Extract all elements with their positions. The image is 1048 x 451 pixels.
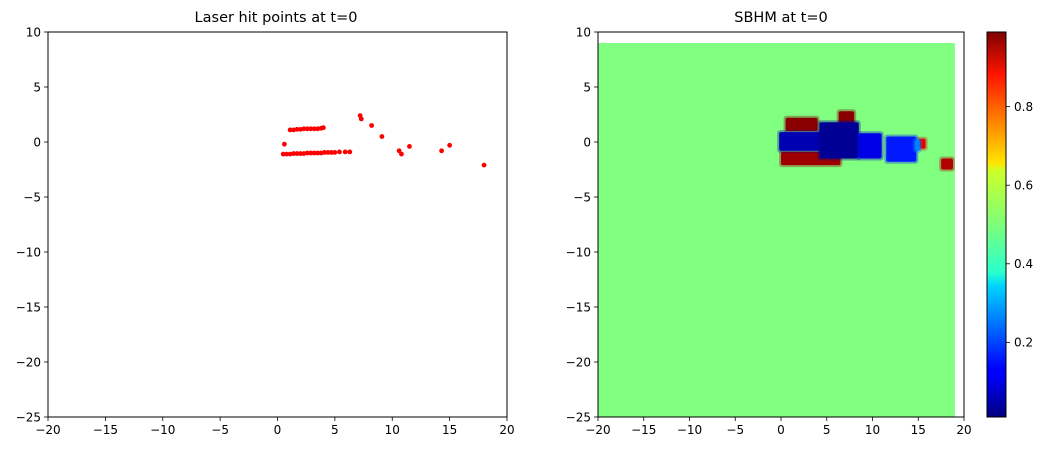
sbhm-plot-x-tick-label: −15 (631, 423, 656, 437)
laser-plot-x-tick-label: 20 (499, 423, 514, 437)
laser-hit-point (332, 150, 338, 155)
laser-plot-x-tick-label: −5 (211, 423, 229, 437)
laser-hit-point (399, 151, 404, 157)
laser-plot-y-tick-label: −25 (16, 410, 41, 424)
sbhm-plot-x-tick-label: −10 (677, 423, 702, 437)
laser-plot-x-tick-label: 10 (385, 423, 400, 437)
laser-hit-point (325, 150, 331, 155)
laser-plot-y-tick-label: 10 (26, 25, 41, 39)
laser-hit-point (439, 148, 444, 154)
laser-plot-x-tick-label: 5 (331, 423, 339, 437)
laser-hit-point (322, 150, 327, 155)
laser-hit-point (311, 126, 317, 132)
sbhm-region (819, 122, 859, 159)
laser-plot-y-tick-label: 5 (33, 80, 41, 94)
colorbar-gradient (986, 31, 1007, 418)
laser-hit-points-plot: Laser hit points at t=0 −20 −15 −10 −5 0 5 10 1… (16, 10, 515, 437)
laser-hit-point (342, 149, 348, 155)
laser-hit-point (407, 144, 412, 149)
laser-hit-point (291, 151, 296, 156)
laser-plot-y-tick-label: −10 (16, 245, 41, 259)
sbhm-plot-x-tick-label: 10 (865, 423, 880, 437)
colorbar-ticks: 0.2 0.4 0.6 0.8 (1006, 100, 1033, 350)
laser-hit-point (298, 151, 303, 156)
laser-hit-point (337, 149, 342, 155)
sbhm-plot: SBHM at t=0 −20 −15 −10 −5 0 5 10 15 20 10 5 0 −5 −10… (566, 10, 972, 437)
sbhm-plot-y-tick-label: −20 (566, 355, 591, 369)
laser-plot-y-tick-label: −20 (16, 355, 41, 369)
colorbar-tick-label: 0.6 (1014, 179, 1033, 193)
sbhm-heatmap (598, 43, 956, 417)
sbhm-background-cells (598, 43, 955, 417)
colorbar-tick-label: 0.4 (1014, 257, 1033, 271)
sbhm-region (858, 133, 882, 159)
laser-hit-point (280, 151, 286, 157)
sbhm-plot-y-tick-label: −25 (566, 410, 591, 424)
laser-hit-point (301, 126, 307, 132)
laser-hit-point (294, 126, 300, 132)
sbhm-region (914, 139, 921, 151)
sbhm-region (779, 132, 823, 151)
sbhm-plot-x-tick-label: 20 (956, 423, 971, 437)
sbhm-region (941, 158, 954, 170)
laser-hit-point (287, 127, 293, 133)
sbhm-plot-y-tick-label: −5 (573, 190, 591, 204)
sbhm-plot-y-tick-label: −10 (566, 245, 591, 259)
sbhm-region (886, 136, 917, 162)
laser-plot-x-tick-label: 15 (442, 423, 457, 437)
laser-plot-x-tick-label: −15 (93, 423, 118, 437)
laser-hit-point (379, 134, 385, 139)
laser-hit-point (311, 150, 317, 156)
laser-plot-y-tick-label: −5 (23, 190, 41, 204)
sbhm-plot-y-tick-label: 0 (583, 135, 591, 149)
sbhm-plot-y-tick-label: 10 (576, 25, 591, 39)
laser-hit-point (308, 150, 314, 156)
laser-hit-point (281, 141, 287, 147)
laser-hit-point (358, 116, 364, 122)
laser-hit-points (280, 113, 487, 168)
laser-hit-point (321, 125, 326, 131)
laser-plot-y-tick-label: 0 (33, 135, 41, 149)
laser-hit-point (329, 150, 334, 155)
sbhm-plot-x-tick-label: −5 (726, 423, 744, 437)
laser-plot-x-tick-label: 0 (274, 423, 282, 437)
laser-plot-frame (47, 31, 508, 418)
sbhm-plot-x-tick-label: 15 (911, 423, 926, 437)
sbhm-plot-x-tick-label: 5 (823, 423, 831, 437)
laser-hit-point (369, 123, 374, 128)
laser-hit-point (308, 126, 314, 132)
laser-plot-x-tick-label: −10 (150, 423, 175, 437)
laser-hit-point (315, 150, 321, 156)
sbhm-plot-y-tick-label: 5 (583, 80, 591, 94)
laser-plot-x-tick-label: −20 (35, 423, 60, 437)
sbhm-plot-x-tick-label: −20 (585, 423, 610, 437)
laser-hit-point (447, 142, 453, 148)
sbhm-region (785, 117, 818, 131)
sbhm-plot-x-tick-label: 0 (777, 423, 785, 437)
sbhm-plot-title: SBHM at t=0 (734, 10, 827, 26)
laser-hit-point (304, 150, 310, 156)
laser-hit-point (347, 149, 353, 155)
colorbar-tick-label: 0.2 (1014, 336, 1033, 350)
laser-hit-point (294, 151, 300, 156)
laser-plot-title: Laser hit points at t=0 (195, 10, 358, 26)
laser-hit-point (284, 151, 290, 157)
laser-plot-y-tick-label: −15 (16, 300, 41, 314)
colorbar: 0.2 0.4 0.6 0.8 (986, 31, 1033, 418)
sbhm-plot-y-tick-label: −15 (566, 300, 591, 314)
laser-hit-point (304, 126, 310, 132)
colorbar-tick-label: 0.8 (1014, 100, 1033, 114)
laser-hit-point (481, 162, 487, 168)
